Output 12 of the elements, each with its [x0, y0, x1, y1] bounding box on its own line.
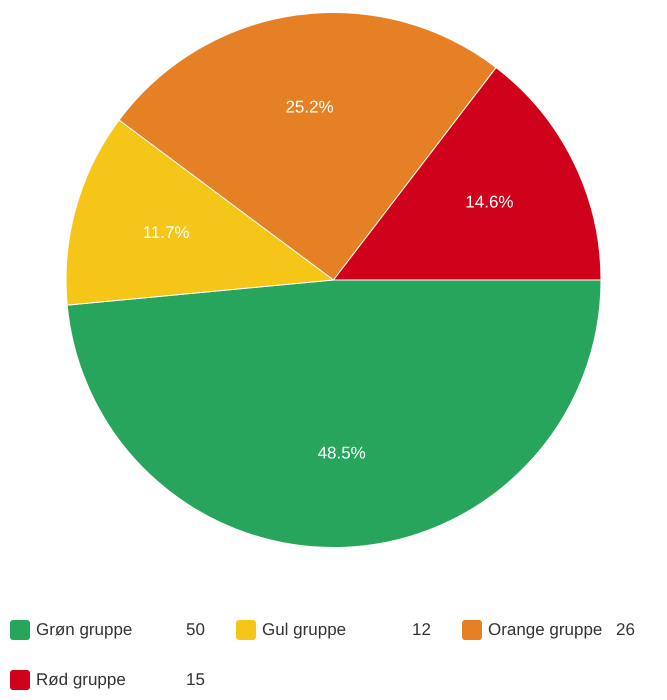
- legend-label: Orange gruppe: [488, 620, 604, 640]
- data-label: 14.6%: [465, 192, 514, 212]
- text: 12: [412, 620, 431, 640]
- text: 15: [186, 670, 205, 690]
- text: 26: [616, 620, 635, 640]
- legend-label: Grøn gruppe: [36, 620, 134, 640]
- legend-label: Gul gruppe: [262, 620, 348, 640]
- legend-label: Rød gruppe: [36, 670, 127, 690]
- data-label: 48.5%: [318, 443, 366, 462]
- data-label: 25.2%: [285, 97, 334, 116]
- text: 50: [186, 620, 205, 640]
- data-label: 11.7%: [142, 222, 190, 242]
